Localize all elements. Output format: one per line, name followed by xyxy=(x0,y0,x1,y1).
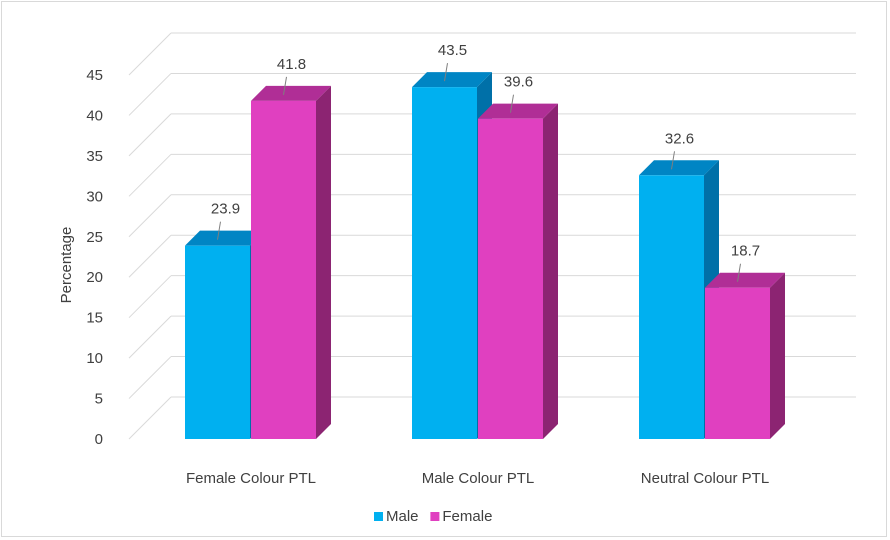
data-label: 39.6 xyxy=(504,74,533,91)
bar-female xyxy=(705,272,785,439)
y-tick-label: 5 xyxy=(95,391,103,408)
y-tick-label: 0 xyxy=(95,431,103,448)
bar-male xyxy=(639,160,719,439)
category-labels-layer: Female Colour PTL Male Colour PTL Neutral … xyxy=(186,470,769,487)
gridline-diagonal xyxy=(128,113,172,157)
category-label: Female Colour PTL xyxy=(186,470,316,487)
y-tick-label: 25 xyxy=(86,229,103,246)
bar-top xyxy=(478,103,558,119)
legend-item-female: Female xyxy=(430,508,492,525)
bar-female xyxy=(251,85,331,439)
data-label-leader xyxy=(510,94,514,113)
data-label-leader xyxy=(217,221,221,240)
bar-top xyxy=(251,85,331,101)
data-labels-layer: 23.9 41.8 43.5 39.6 32.6 18.7 xyxy=(211,42,760,282)
gridline-diagonal xyxy=(128,234,172,278)
gridline-diagonal xyxy=(128,315,172,359)
bar-front xyxy=(185,245,250,439)
legend-swatch xyxy=(374,512,383,521)
data-label: 32.6 xyxy=(665,130,694,147)
bar-front xyxy=(705,287,770,439)
data-label: 43.5 xyxy=(438,42,467,59)
data-label: 23.9 xyxy=(211,201,240,218)
gridline-diagonal xyxy=(128,194,172,238)
legend-label: Male xyxy=(386,508,419,525)
gridline-diagonal xyxy=(128,153,172,197)
y-tick-label: 20 xyxy=(86,269,103,286)
bar-front xyxy=(412,87,477,439)
data-label-leader xyxy=(444,63,448,82)
y-tick-label: 15 xyxy=(86,310,103,327)
y-tick-label: 35 xyxy=(86,148,103,165)
data-label-leader xyxy=(671,151,675,170)
gridline-diagonal xyxy=(128,396,172,440)
y-tick-label: 40 xyxy=(86,107,103,124)
bar-side xyxy=(316,85,331,439)
data-label: 41.8 xyxy=(277,56,306,73)
category-label: Neutral Colour PTL xyxy=(641,470,769,487)
bar-female xyxy=(478,103,558,440)
data-label-leader xyxy=(283,76,287,95)
bar-top xyxy=(639,160,719,176)
bar-front xyxy=(478,118,543,440)
y-tick-label: 10 xyxy=(86,350,103,367)
y-axis-title: Percentage xyxy=(58,227,75,304)
bar-front xyxy=(251,100,316,439)
bar-side xyxy=(543,103,558,440)
gridline-diagonal xyxy=(128,73,172,116)
bar-side xyxy=(770,272,785,439)
y-axis-ticks: 0 5 10 15 20 25 30 35 40 45 xyxy=(86,67,103,448)
category-label: Male Colour PTL xyxy=(422,470,535,487)
bar-top xyxy=(412,72,492,88)
y-tick-label: 30 xyxy=(86,188,103,205)
gridline-diagonal xyxy=(128,32,172,76)
gridline-diagonal xyxy=(128,356,172,399)
bar-front xyxy=(639,175,704,439)
data-label-leader xyxy=(737,263,741,282)
gridline-diagonal xyxy=(128,275,172,319)
bar-top xyxy=(705,272,785,288)
data-label: 18.7 xyxy=(731,243,760,260)
bar-top xyxy=(185,230,265,246)
y-tick-label: 45 xyxy=(86,67,103,84)
legend: Male Female xyxy=(374,508,492,525)
legend-swatch xyxy=(430,512,440,521)
legend-label: Female xyxy=(442,508,492,525)
legend-item-male: Male xyxy=(374,508,419,525)
bars-layer xyxy=(185,72,785,440)
